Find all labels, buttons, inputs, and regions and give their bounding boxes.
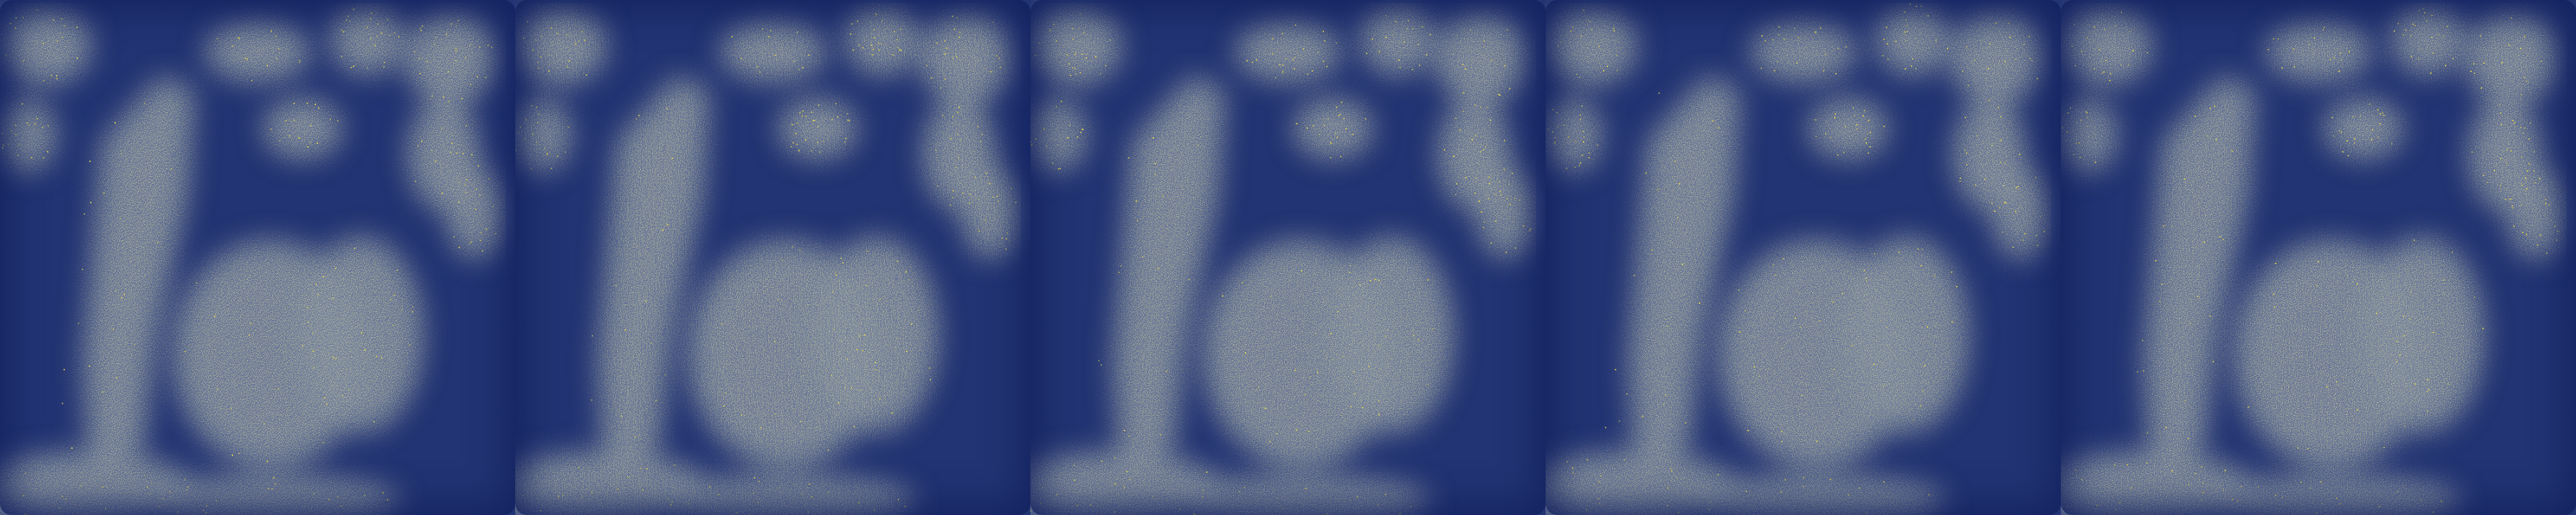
highlight-region-8 bbox=[0, 6, 90, 84]
frame-panel-3 bbox=[1030, 0, 1546, 515]
frame-panel-2 bbox=[515, 0, 1030, 515]
highlight-region-3 bbox=[299, 238, 422, 431]
sensor-noise-grain bbox=[2061, 3, 2566, 515]
highlight-region-8 bbox=[1546, 6, 1636, 84]
noisy-photo-frame-5 bbox=[2061, 0, 2576, 515]
noisy-photo-frame-3 bbox=[1030, 0, 1546, 515]
highlight-region-3 bbox=[1845, 238, 1967, 431]
bright-speckles bbox=[2, 8, 497, 515]
highlight-region-13 bbox=[1752, 23, 1855, 80]
highlight-region-3 bbox=[1330, 238, 1452, 431]
scene-highlight-mask bbox=[1030, 3, 1536, 515]
highlight-region-9 bbox=[2061, 100, 2116, 171]
scene-highlight-mask bbox=[0, 3, 506, 515]
highlight-region-7 bbox=[2508, 167, 2566, 258]
sensor-noise-grain bbox=[1546, 3, 2051, 515]
highlight-region-12 bbox=[2325, 100, 2402, 158]
highlight-region-5 bbox=[2467, 13, 2557, 103]
highlight-region-5 bbox=[1436, 13, 1526, 103]
highlight-region-4 bbox=[332, 3, 402, 74]
bright-speckles bbox=[2061, 8, 2559, 514]
highlight-region-11 bbox=[657, 476, 914, 515]
noisy-photo-frame-1 bbox=[0, 0, 515, 515]
bright-speckles bbox=[515, 12, 1017, 515]
highlight-region-13 bbox=[1236, 23, 1340, 80]
highlight-region-1 bbox=[599, 77, 708, 464]
highlight-region-12 bbox=[779, 100, 857, 158]
highlight-region-9 bbox=[515, 100, 570, 171]
highlight-region-1 bbox=[2145, 77, 2254, 464]
bright-speckles bbox=[1548, 3, 2045, 514]
highlight-region-5 bbox=[1951, 13, 2041, 103]
highlight-region-9 bbox=[0, 100, 55, 171]
highlight-region-13 bbox=[2267, 23, 2370, 80]
highlight-region-12 bbox=[1810, 100, 1887, 158]
highlight-region-7 bbox=[1478, 167, 1536, 258]
highlight-region-12 bbox=[264, 100, 341, 158]
highlight-region-4 bbox=[1877, 3, 1948, 74]
noisy-photo-frame-2 bbox=[515, 0, 1030, 515]
highlight-region-8 bbox=[515, 6, 605, 84]
highlight-region-5 bbox=[921, 13, 1011, 103]
highlight-region-8 bbox=[1030, 6, 1121, 84]
highlight-region-1 bbox=[1114, 77, 1224, 464]
highlight-region-11 bbox=[1172, 476, 1430, 515]
highlight-region-7 bbox=[963, 167, 1021, 258]
highlight-region-11 bbox=[1687, 476, 1945, 515]
highlight-region-1 bbox=[84, 77, 193, 464]
scene-highlight-mask bbox=[515, 3, 1021, 515]
highlight-region-5 bbox=[406, 13, 496, 103]
highlight-region-1 bbox=[1629, 77, 1739, 464]
highlight-region-8 bbox=[2061, 6, 2151, 84]
highlight-region-7 bbox=[1993, 167, 2051, 258]
highlight-region-7 bbox=[448, 167, 506, 258]
frame-panel-1 bbox=[0, 0, 515, 515]
scene-highlight-mask bbox=[1546, 3, 2051, 515]
highlight-region-9 bbox=[1546, 100, 1600, 171]
sensor-noise-grain bbox=[515, 3, 1021, 515]
sensor-noise-grain bbox=[1030, 3, 1536, 515]
highlight-region-12 bbox=[1294, 100, 1372, 158]
highlight-region-13 bbox=[721, 23, 824, 80]
highlight-region-4 bbox=[847, 3, 918, 74]
frame-panel-5 bbox=[2061, 0, 2576, 515]
highlight-region-11 bbox=[2202, 476, 2460, 515]
frame-panel-4 bbox=[1546, 0, 2061, 515]
sensor-noise-grain bbox=[0, 3, 506, 515]
highlight-region-3 bbox=[815, 238, 937, 431]
noisy-photo-frame-4 bbox=[1546, 0, 2061, 515]
highlight-region-3 bbox=[2360, 238, 2483, 431]
bright-speckles bbox=[1030, 13, 1531, 515]
highlight-region-4 bbox=[1362, 3, 1433, 74]
highlight-region-9 bbox=[1030, 100, 1085, 171]
highlight-region-13 bbox=[206, 23, 309, 80]
highlight-region-4 bbox=[2392, 3, 2463, 74]
scene-highlight-mask bbox=[2061, 3, 2566, 515]
